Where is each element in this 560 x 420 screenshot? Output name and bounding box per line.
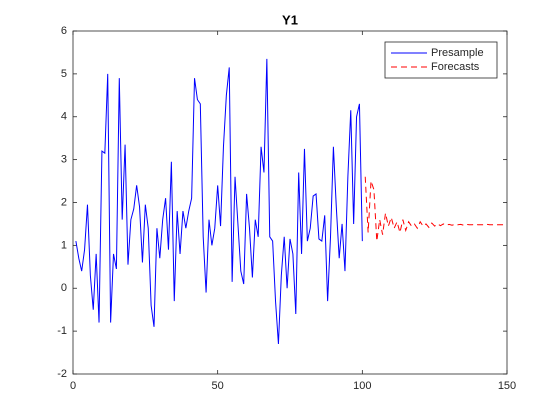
series-line bbox=[75, 58, 363, 345]
y-tick-label: 3 bbox=[61, 154, 67, 166]
y-tick-label: -1 bbox=[57, 325, 67, 337]
y-tick-label: 2 bbox=[61, 196, 67, 208]
series-line bbox=[364, 176, 507, 242]
legend-label: Presample bbox=[431, 47, 484, 59]
plot-area bbox=[72, 30, 508, 375]
y-tick-label: 6 bbox=[61, 25, 67, 37]
y-tick-label: 5 bbox=[61, 68, 67, 80]
legend-box bbox=[384, 41, 498, 79]
x-tick-label: 100 bbox=[353, 380, 371, 392]
chart-title: Y1 bbox=[282, 12, 298, 27]
y-tick-label: 1 bbox=[61, 239, 67, 251]
y-tick-label: 4 bbox=[61, 111, 67, 123]
x-tick-label: 150 bbox=[498, 380, 516, 392]
y-tick-label: 0 bbox=[61, 282, 67, 294]
y-tick-label: -2 bbox=[57, 368, 67, 380]
x-tick-label: 50 bbox=[212, 380, 224, 392]
legend-label: Forecasts bbox=[431, 61, 480, 73]
x-tick-label: 0 bbox=[70, 380, 76, 392]
